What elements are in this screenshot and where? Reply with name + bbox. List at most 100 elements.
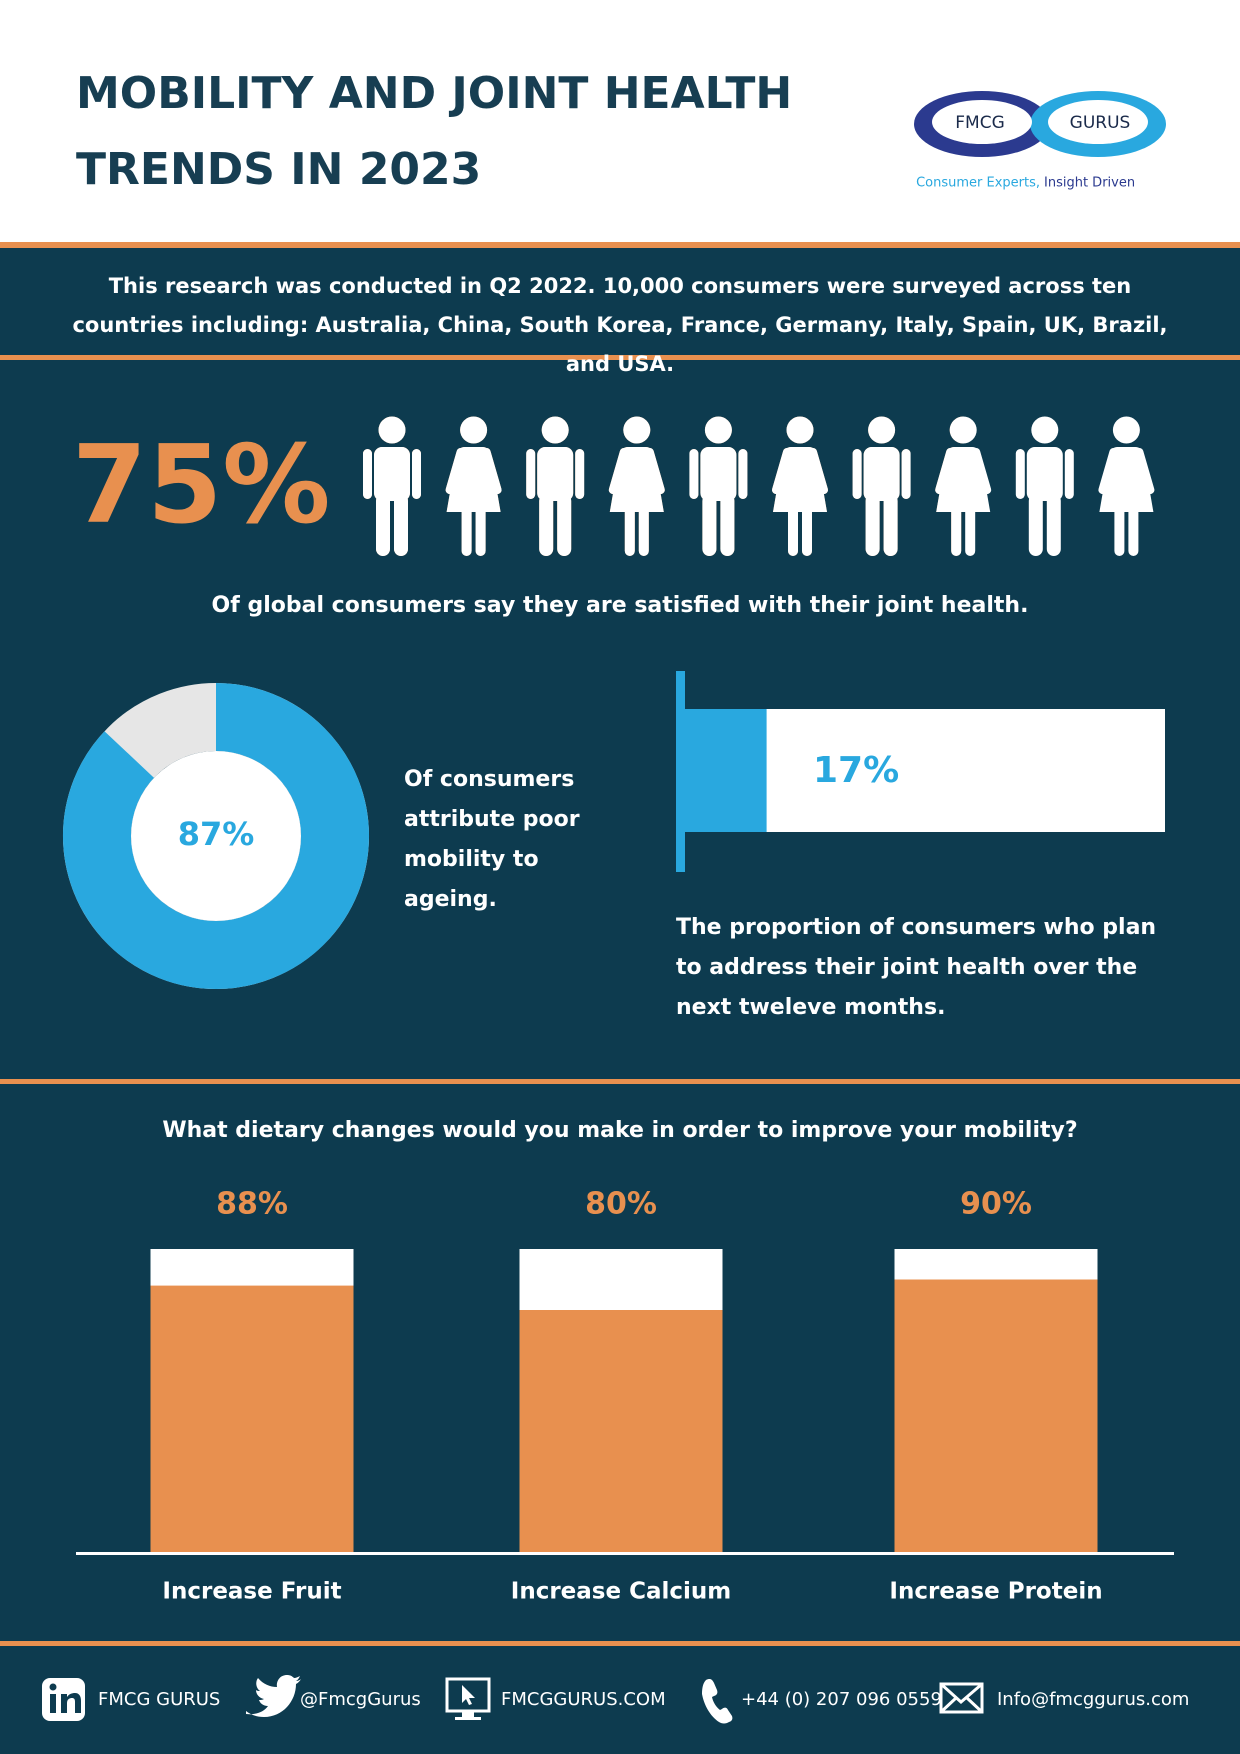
leg (1128, 506, 1139, 556)
big-value: 75% (72, 423, 331, 548)
divider (0, 242, 1240, 248)
logo: FMCG GURUS Consumer Experts, Insight Dri… (914, 91, 1166, 191)
phone-icon (702, 1679, 733, 1724)
torso (537, 447, 574, 501)
arm (412, 449, 421, 499)
head (704, 416, 732, 444)
logo-tagline: Consumer Experts, (916, 176, 1040, 191)
person-empty (526, 416, 585, 556)
logo-tagline: Insight Driven (1044, 176, 1135, 191)
arm (645, 448, 665, 494)
value-label: 17% (813, 750, 899, 791)
divider (0, 1079, 1240, 1084)
icon-part (455, 1717, 481, 1720)
leg (394, 494, 408, 556)
icon-part (50, 1694, 56, 1713)
head (1112, 416, 1140, 444)
head (949, 416, 977, 444)
head (786, 416, 814, 444)
arm (1098, 448, 1118, 494)
head (868, 416, 896, 444)
person-empty (1015, 416, 1074, 556)
arm (972, 448, 992, 494)
person-empty (852, 416, 911, 556)
mail-icon (939, 1682, 984, 1714)
footer-text: FMCGGURUS.COM (501, 1689, 666, 1710)
leg (539, 494, 554, 556)
bar (150, 1285, 354, 1554)
x-tick-label: Increase Fruit (162, 1579, 341, 1605)
head (541, 416, 569, 444)
arm (1064, 449, 1074, 499)
person-empty (935, 416, 992, 556)
leg (865, 494, 880, 556)
leg (965, 506, 976, 556)
caption: Of global consumers say they are satisfi… (211, 593, 1029, 618)
footer-text: FMCG GURUS (98, 1689, 221, 1710)
arm (1015, 449, 1025, 499)
leg (461, 506, 472, 556)
x-tick-label: Increase Calcium (511, 1579, 731, 1605)
icon-part (939, 1682, 984, 1714)
arm (689, 449, 699, 499)
head (460, 416, 488, 444)
footer-text: @FmcgGurus (300, 1689, 421, 1710)
leg (788, 506, 798, 556)
bar (894, 1279, 1098, 1554)
footer-text: +44 (0) 207 096 0559 (741, 1689, 942, 1710)
value-label: 90% (960, 1187, 1032, 1222)
value-label: 88% (216, 1187, 288, 1222)
progress-bar (685, 709, 767, 832)
logo-inner (1048, 100, 1148, 144)
head (1031, 416, 1059, 444)
leg (720, 494, 735, 556)
arm (738, 449, 748, 499)
person-empty (772, 416, 828, 556)
bar (519, 1310, 723, 1554)
arm (772, 448, 791, 494)
icon-part (61, 1693, 81, 1713)
leg (1114, 506, 1125, 556)
person-empty (445, 416, 502, 556)
leg (557, 494, 572, 556)
logo-inner (932, 100, 1032, 144)
axis-line (76, 1552, 1174, 1555)
logo-text: GURUS (1070, 113, 1131, 133)
person-empty (363, 416, 421, 556)
leg (1046, 494, 1061, 556)
torso (700, 447, 737, 501)
icon-part (462, 1685, 475, 1705)
leg (802, 506, 812, 556)
progress-tick (676, 671, 685, 872)
chart-title: What dietary changes would you make in o… (162, 1118, 1078, 1143)
leg (376, 494, 390, 556)
arm (809, 448, 828, 494)
divider (0, 1641, 1240, 1646)
head (378, 416, 406, 444)
title-line: TRENDS IN 2023 (76, 144, 482, 195)
leg (624, 506, 635, 556)
donut-hole (131, 751, 301, 921)
title-line: MOBILITY AND JOINT HEALTH (76, 68, 793, 119)
leg (951, 506, 962, 556)
arm (901, 449, 911, 499)
arm (445, 448, 465, 494)
icon-part (462, 1711, 474, 1717)
divider (0, 355, 1240, 360)
arm (1135, 448, 1155, 494)
value-label: 80% (585, 1187, 657, 1222)
torso (374, 447, 410, 501)
arm (608, 448, 628, 494)
arm (482, 448, 502, 494)
person-empty (689, 416, 748, 556)
icon-part (49, 1683, 57, 1691)
caption: Of consumers attribute poor mobility to … (404, 767, 580, 912)
torso (863, 447, 900, 501)
x-tick-label: Increase Protein (889, 1579, 1102, 1605)
person-empty (608, 416, 665, 556)
value-label: 87% (178, 815, 255, 853)
leg (702, 494, 717, 556)
logo-text: FMCG (955, 113, 1005, 133)
